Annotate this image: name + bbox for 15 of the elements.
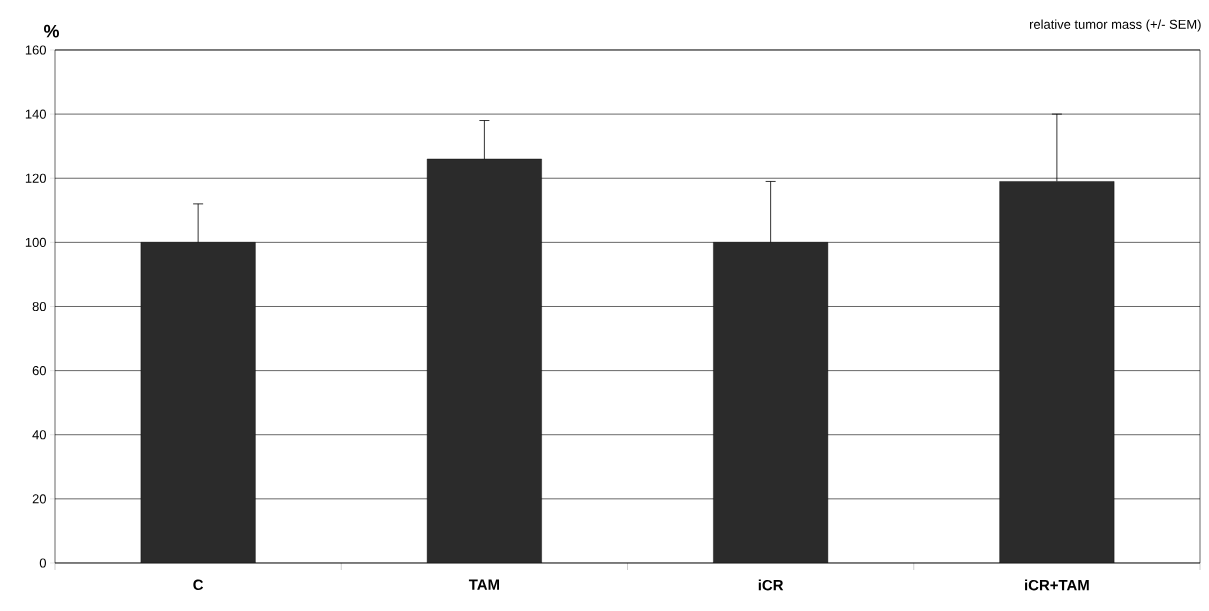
x-tick-label: TAM — [468, 579, 500, 590]
y-tick-label: 40 — [32, 430, 46, 440]
y-tick-label: 120 — [25, 173, 46, 183]
chart-title: relative tumor mass (+/- SEM) — [1029, 19, 1201, 32]
x-tick-label: iCR+TAM — [1025, 579, 1089, 591]
y-axis-title: % — [43, 24, 59, 38]
y-tick-label: 140 — [25, 109, 46, 119]
x-tick-label: iCR — [758, 579, 784, 591]
y-tick-label: 60 — [32, 366, 46, 376]
y-tick-label: 80 — [32, 301, 46, 312]
y-tick-label: 20 — [32, 494, 46, 504]
y-tick-label: 100 — [25, 237, 46, 247]
x-tick-label: C — [193, 579, 204, 591]
y-tick-label: 0 — [39, 558, 46, 568]
y-tick-label: 160 — [25, 45, 46, 55]
